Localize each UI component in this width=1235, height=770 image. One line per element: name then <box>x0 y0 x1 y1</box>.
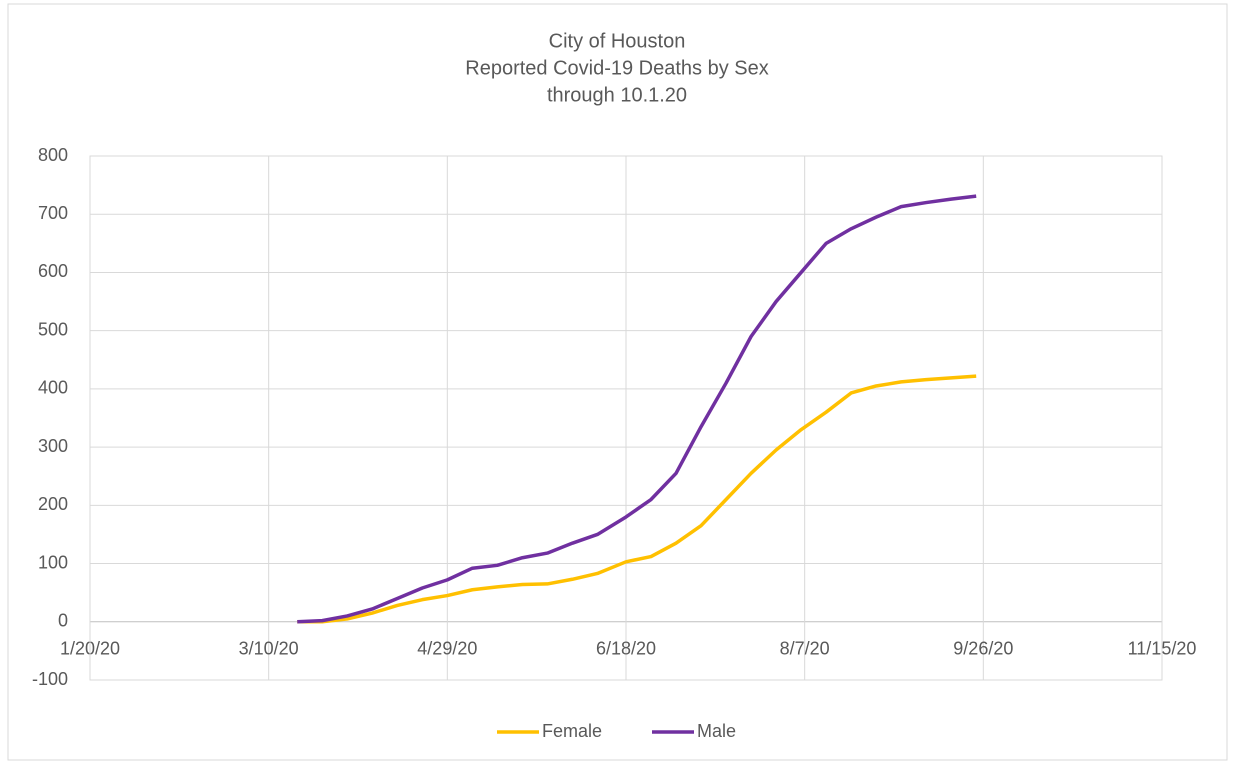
chart-frame <box>7 3 1228 761</box>
y-tick-label: 500 <box>38 319 68 339</box>
chart-title: City of Houston <box>549 30 686 52</box>
line-series <box>297 374 977 624</box>
x-tick-label: 6/18/20 <box>596 639 656 659</box>
x-tick-label: 9/26/20 <box>953 639 1013 659</box>
line-series <box>297 194 977 624</box>
y-tick-label: 600 <box>38 261 68 281</box>
y-tick-label: 800 <box>38 145 68 165</box>
x-tick-label: 4/29/20 <box>417 639 477 659</box>
plot-frame <box>89 155 1163 681</box>
y-tick-label: 0 <box>58 611 68 631</box>
y-tick-label: 200 <box>38 494 68 514</box>
y-tick-label: 400 <box>38 378 68 398</box>
chart-title: Reported Covid-19 Deaths by Sex <box>465 57 769 79</box>
y-tick-label: -100 <box>32 669 68 689</box>
x-tick-label: 3/10/20 <box>239 639 299 659</box>
y-tick-label: 700 <box>38 203 68 223</box>
legend-label: Male <box>697 721 736 741</box>
y-tick-label: 300 <box>38 436 68 456</box>
legend-label: Female <box>542 721 602 741</box>
x-tick-label: 8/7/20 <box>780 639 830 659</box>
chart-title: through 10.1.20 <box>547 84 687 106</box>
y-tick-label: 100 <box>38 552 68 572</box>
